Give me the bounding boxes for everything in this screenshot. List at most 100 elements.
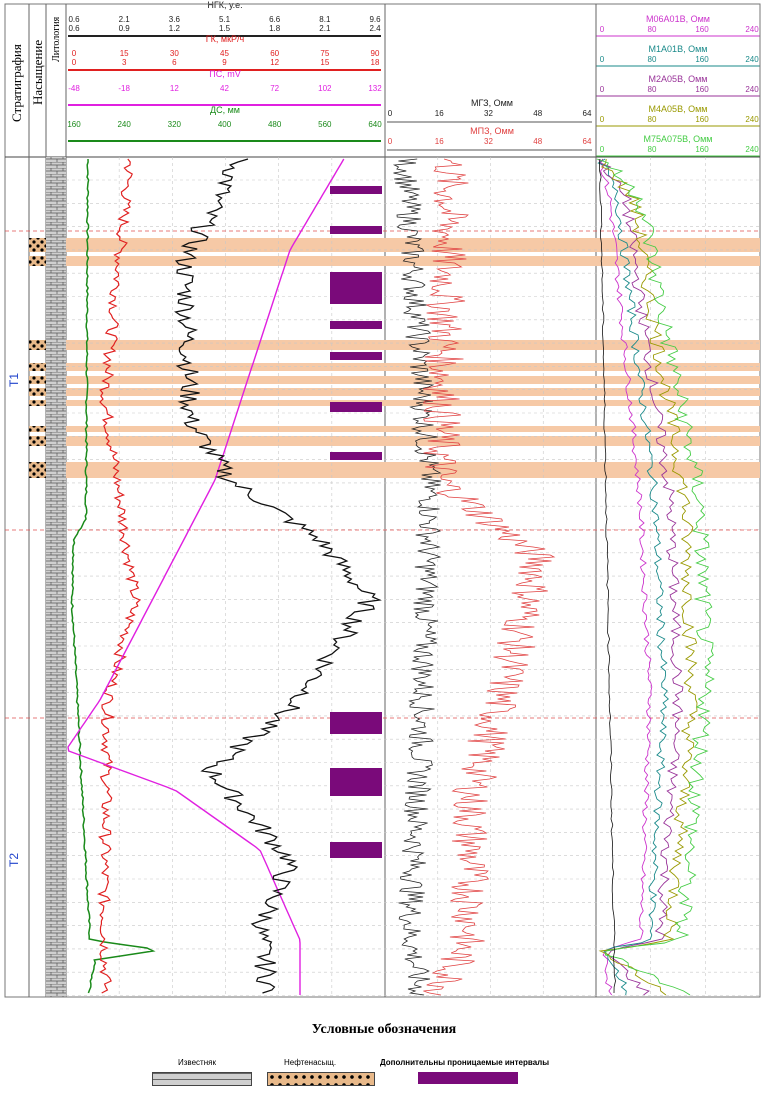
track1-tick-label: 75 <box>320 49 329 58</box>
track1-tick-label: 132 <box>368 84 382 93</box>
track1-tick-label: 0.6 <box>68 15 80 24</box>
track2-tick-label: 48 <box>533 109 542 118</box>
track1-tick-label: 2.1 <box>319 24 331 33</box>
oil-saturation-marker <box>29 426 46 432</box>
track1-curve-name: НГК, у.е. <box>207 0 242 10</box>
legend-permeable-label: Дополнительны проницаемые интервалы <box>380 1058 550 1067</box>
lithology-column-title: Литология <box>51 16 62 62</box>
track3-tick-label: 160 <box>695 55 709 64</box>
track1-tick-label: 15 <box>120 49 129 58</box>
track3-tick-label: 240 <box>745 55 759 64</box>
track2-tick-label: 16 <box>435 137 444 146</box>
track3-tick-label: 160 <box>695 145 709 154</box>
legend-limestone-label: Известняк <box>178 1058 216 1067</box>
resistivity-curve-0 <box>598 158 653 996</box>
stratigraphy-column-title: Стратиграфия <box>9 44 24 122</box>
oil-band <box>66 436 760 446</box>
zone-label-T1: T1 <box>7 373 21 387</box>
track3-tick-label: 0 <box>600 55 605 64</box>
resistivity-curve-1 <box>597 158 669 996</box>
track3-tick-label: 240 <box>745 115 759 124</box>
zone-label-T2: T2 <box>7 853 21 867</box>
oil-band <box>66 238 760 252</box>
legend-permeable-swatch <box>418 1072 518 1084</box>
track2-tick-label: 16 <box>435 109 444 118</box>
oil-saturated-bands <box>66 238 760 478</box>
oil-saturation-marker <box>29 388 46 396</box>
legend-oil-label: Нефтенасыщ. <box>284 1058 337 1067</box>
track1-tick-label: 3 <box>122 58 127 67</box>
permeable-interval <box>330 452 382 460</box>
stratigraphy-zones: T1 T2 <box>7 373 21 867</box>
track3-tick-label: 80 <box>648 85 657 94</box>
track1-tick-label: 72 <box>270 84 279 93</box>
track1-tick-label: 45 <box>220 49 229 58</box>
track2-curve-name: МГЗ, Омм <box>471 98 513 108</box>
track1-tick-label: 102 <box>318 84 332 93</box>
oil-band <box>66 462 760 478</box>
oil-saturation-marker <box>29 256 46 266</box>
oil-band <box>66 340 760 350</box>
oil-band <box>66 400 760 406</box>
track1-tick-label: 160 <box>67 120 81 129</box>
track2-tick-label: 0 <box>388 109 393 118</box>
track3-curve-name: M1A01B, Омм <box>649 44 708 54</box>
track3-tick-label: 160 <box>695 115 709 124</box>
track3-tick-label: 240 <box>745 145 759 154</box>
track1-tick-label: 12 <box>170 84 179 93</box>
track1-tick-label: 1.2 <box>169 24 181 33</box>
permeable-interval <box>330 842 382 858</box>
track2-tick-label: 32 <box>484 109 493 118</box>
permeable-interval <box>330 226 382 234</box>
resistivity-curve-4 <box>596 158 715 996</box>
permeable-interval <box>330 186 382 194</box>
track1-tick-label: 240 <box>117 120 131 129</box>
resistivity-base-curve <box>598 158 616 994</box>
track1-tick-label: 8.1 <box>319 15 331 24</box>
track3-tick-label: 80 <box>648 55 657 64</box>
oil-band <box>66 376 760 384</box>
oil-saturation-marker <box>29 400 46 406</box>
resistivity-curve-3 <box>598 158 698 996</box>
saturation-column-title: Насыщение <box>30 40 45 105</box>
track3-curve-name: M06A01B, Омм <box>646 14 710 24</box>
oil-band <box>66 388 760 396</box>
track3-curve-name: M75A075B, Омм <box>644 134 713 144</box>
limestone-fill <box>46 157 66 997</box>
legend-oil-swatch <box>267 1072 375 1086</box>
track1-tick-label: -18 <box>118 84 130 93</box>
mgz-curve <box>392 158 442 996</box>
track1-tick-label: 6 <box>172 58 177 67</box>
track1-tick-label: -48 <box>68 84 80 93</box>
track1-curve-name: ПС, mV <box>209 69 240 79</box>
oil-saturation-marker <box>29 376 46 384</box>
track1-tick-label: 0 <box>72 58 77 67</box>
track3-tick-label: 80 <box>648 25 657 34</box>
oil-saturation-marker <box>29 462 46 478</box>
track2-tick-label: 64 <box>583 109 592 118</box>
caliper-curve <box>70 158 156 994</box>
permeable-interval <box>330 768 382 796</box>
outer-frame <box>4 3 761 998</box>
track1-tick-label: 12 <box>270 58 279 67</box>
permeable-intervals <box>330 186 382 858</box>
track1-tick-label: 1.8 <box>269 24 281 33</box>
track2-tick-label: 0 <box>388 137 393 146</box>
oil-band <box>66 256 760 266</box>
track3-curve-name: M2A05B, Омм <box>649 74 708 84</box>
track1-tick-label: 3.6 <box>169 15 181 24</box>
track3-tick-label: 0 <box>600 25 605 34</box>
track3-tick-label: 240 <box>745 85 759 94</box>
track1-tick-label: 0 <box>72 49 77 58</box>
track1-tick-label: 2.1 <box>119 15 131 24</box>
neutron-curve <box>174 158 382 994</box>
track1-tick-label: 0.6 <box>68 24 80 33</box>
log-curves <box>67 158 715 996</box>
track1-tick-label: 9.6 <box>369 15 381 24</box>
track1-tick-label: 560 <box>318 120 332 129</box>
track1-tick-label: 6.6 <box>269 15 281 24</box>
log-header: Стратиграфия Насыщение Литология НГК, у.… <box>9 0 760 157</box>
track3-tick-label: 240 <box>745 25 759 34</box>
track1-tick-label: 480 <box>268 120 282 129</box>
track1-tick-label: 90 <box>371 49 380 58</box>
